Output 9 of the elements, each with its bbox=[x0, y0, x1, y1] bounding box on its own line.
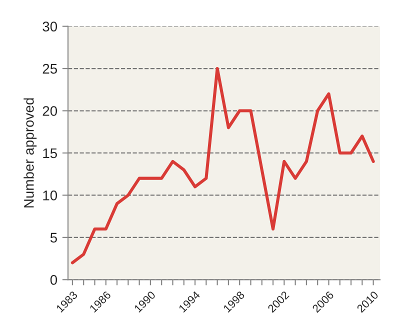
y-tick-label: 0 bbox=[50, 274, 58, 285]
y-tick-label: 20 bbox=[42, 106, 58, 116]
y-tick-label: 5 bbox=[50, 232, 57, 243]
y-tick-label: 25 bbox=[42, 64, 58, 74]
y-tick-label: 30 bbox=[42, 22, 58, 32]
line-series bbox=[70, 67, 375, 264]
y-tick-label: 15 bbox=[43, 148, 58, 158]
y-tick-label: 10 bbox=[43, 190, 58, 200]
y-axis-title: Number approved bbox=[24, 98, 37, 208]
